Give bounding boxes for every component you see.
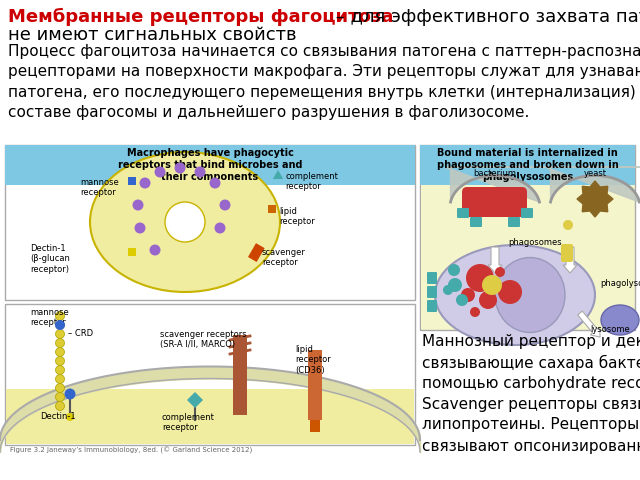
FancyBboxPatch shape [561,244,573,262]
Text: bacterium: bacterium [474,169,516,178]
FancyArrow shape [578,311,600,337]
Circle shape [461,288,475,302]
Text: lipid
receptor: lipid receptor [279,207,315,227]
Circle shape [56,357,65,365]
FancyBboxPatch shape [508,217,520,227]
Circle shape [195,167,205,178]
Text: mannose
receptor: mannose receptor [80,178,119,197]
Bar [5,145,415,185]
Circle shape [456,294,468,306]
Bar [128,248,136,256]
Ellipse shape [435,245,595,345]
Circle shape [55,320,65,330]
Circle shape [56,348,65,357]
Bar [421,185,634,329]
FancyBboxPatch shape [462,187,527,217]
Text: mannose
receptor: mannose receptor [30,308,68,327]
Text: Процесс фагоцитоза начинается со связывания патогена с паттерн-распознающими
рец: Процесс фагоцитоза начинается со связыва… [8,44,640,120]
Circle shape [448,278,462,292]
Bar [248,243,265,262]
Text: – для эффективного захвата патогена,: – для эффективного захвата патогена, [330,8,640,26]
Circle shape [482,275,502,295]
Circle shape [470,307,480,317]
Circle shape [214,223,225,233]
Circle shape [56,365,65,374]
Circle shape [154,167,166,178]
Circle shape [209,178,221,189]
Polygon shape [445,167,545,202]
Circle shape [56,384,65,393]
FancyBboxPatch shape [457,208,469,218]
Circle shape [56,338,65,348]
Bar [233,335,247,415]
Text: lipid
receptor
(CD36): lipid receptor (CD36) [295,345,331,375]
Circle shape [220,200,230,211]
Circle shape [56,312,65,321]
Circle shape [66,413,74,421]
Ellipse shape [165,202,205,242]
Text: complement
receptor: complement receptor [162,413,215,432]
Bar [5,145,415,300]
Circle shape [448,264,460,276]
Circle shape [498,280,522,304]
Text: Dectin-1: Dectin-1 [40,412,76,421]
Circle shape [56,393,65,401]
Circle shape [56,401,65,410]
FancyBboxPatch shape [427,286,437,298]
Circle shape [479,291,497,309]
FancyBboxPatch shape [521,208,533,218]
Bar [420,145,635,330]
Bar [5,304,415,445]
Bar [268,205,276,213]
FancyArrow shape [488,247,502,273]
Circle shape [134,223,145,233]
Text: phagolysosome: phagolysosome [600,278,640,288]
Circle shape [495,267,505,277]
Text: complement
receptor: complement receptor [285,172,338,192]
Bar [308,350,322,420]
Circle shape [563,220,573,230]
Bar [128,177,136,185]
Circle shape [56,321,65,329]
Circle shape [65,388,76,399]
FancyArrow shape [563,247,577,273]
Text: Macrophages have phagocytic
receptors that bind microbes and
their components: Macrophages have phagocytic receptors th… [118,148,302,182]
Text: Bound material is internalized in
phagosomes and broken down in
phagolysosomes: Bound material is internalized in phagos… [436,148,618,182]
Circle shape [132,200,143,211]
Polygon shape [577,181,613,217]
Text: не имеют сигнальных свойств: не имеют сигнальных свойств [8,26,296,44]
Circle shape [466,264,494,292]
Circle shape [140,178,150,189]
Text: Figure 3.2 Janeway’s Immunobiology, 8ed. (© Garland Science 2012): Figure 3.2 Janeway’s Immunobiology, 8ed.… [10,447,252,454]
Circle shape [56,329,65,338]
Text: Мембранные рецепторы фагоцитоза: Мембранные рецепторы фагоцитоза [8,8,394,26]
Circle shape [175,163,186,173]
Bar [310,420,320,432]
Text: lysosome: lysosome [590,325,630,334]
FancyBboxPatch shape [470,217,482,227]
Ellipse shape [495,257,565,333]
FancyBboxPatch shape [427,300,437,312]
Polygon shape [545,167,640,202]
Text: – CRD: – CRD [68,329,93,338]
Circle shape [443,285,453,295]
Ellipse shape [601,305,639,335]
Text: scavenger
receptor: scavenger receptor [262,248,306,267]
Text: scavenger receptors
(SR-A I/II, MARCO): scavenger receptors (SR-A I/II, MARCO) [160,330,246,349]
FancyBboxPatch shape [427,272,437,284]
Text: Маннозный рецептор и дектин-1 – лектины
связывающие сахара бактерий и грибов с
п: Маннозный рецептор и дектин-1 – лектины … [422,334,640,455]
Circle shape [56,374,65,384]
Bar [6,389,414,444]
Text: yeast: yeast [584,169,607,178]
Circle shape [150,244,161,255]
Text: phagosomes: phagosomes [508,238,562,247]
Bar [420,145,635,185]
Ellipse shape [90,152,280,292]
Text: Dectin-1
(β-glucan
receptor): Dectin-1 (β-glucan receptor) [30,244,70,274]
